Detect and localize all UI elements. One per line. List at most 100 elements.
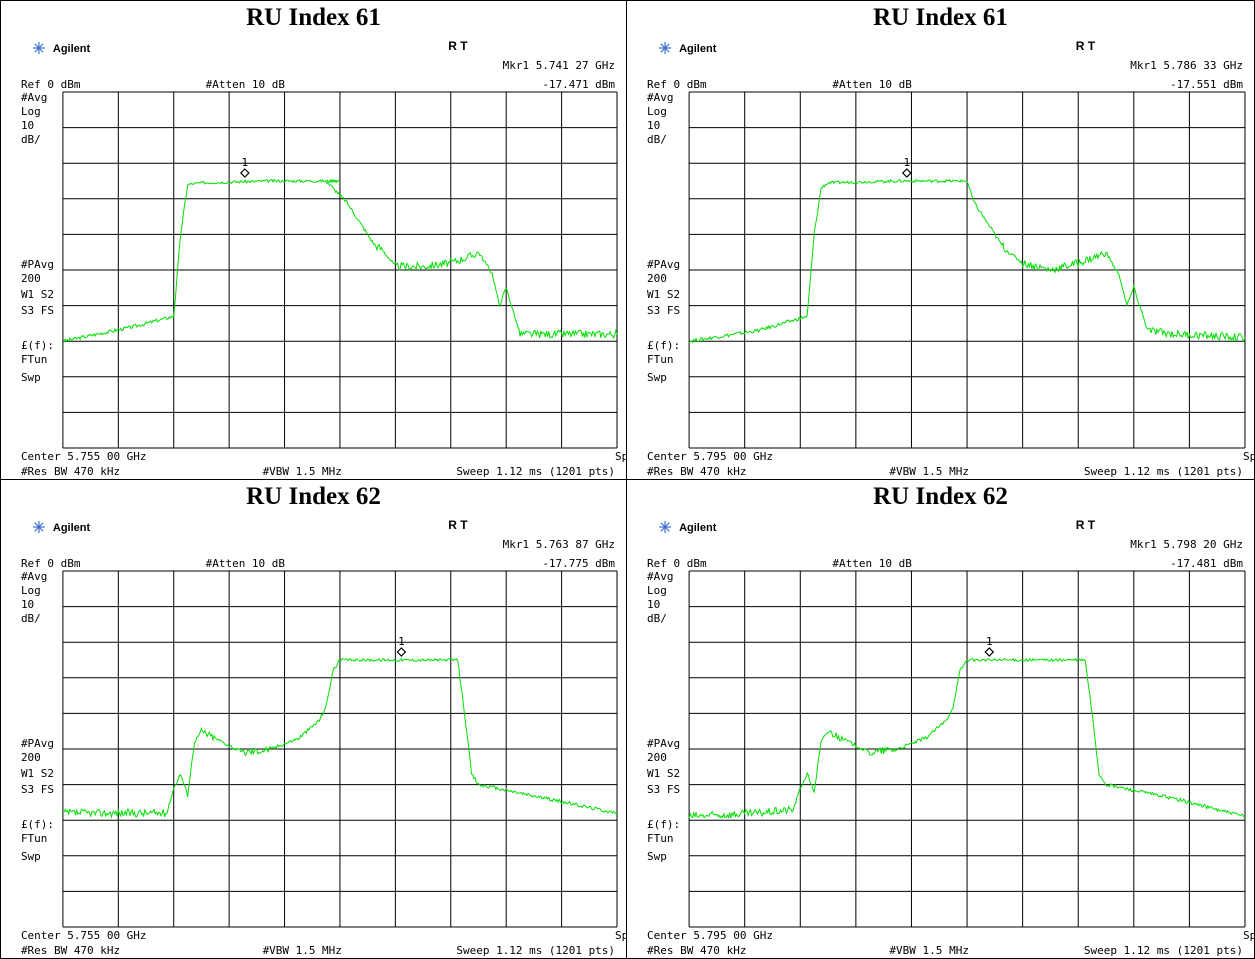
sweep-time: Sweep 1.12 ms (1201 pts) bbox=[456, 944, 615, 957]
attenuation: #Atten 10 dB bbox=[832, 78, 912, 91]
side-annotation: 200 bbox=[21, 751, 41, 764]
panel-title: RU Index 61 bbox=[246, 4, 381, 31]
sweep-time: Sweep 1.12 ms (1201 pts) bbox=[1084, 465, 1243, 478]
resolution-bandwidth: #Res BW 470 kHz bbox=[647, 465, 746, 478]
side-annotation: £(f): bbox=[647, 339, 680, 352]
marker-level: -17.481 dBm bbox=[1170, 557, 1243, 570]
side-annotation: W1 S2 bbox=[21, 288, 54, 301]
graticule bbox=[62, 91, 618, 449]
side-annotation: FTun bbox=[647, 353, 674, 366]
video-bandwidth: #VBW 1.5 MHz bbox=[263, 944, 342, 957]
spectrum-analyzer-screen: Agilent R T Mkr1 5.741 27 GHz Ref 0 dBm #Att… bbox=[1, 36, 626, 478]
side-annotation: dB/ bbox=[21, 133, 41, 146]
brand-label: Agilent bbox=[53, 43, 91, 55]
side-annotation: 10 bbox=[647, 598, 660, 611]
spectrum-analyzer-screen: Agilent R T Mkr1 5.786 33 GHz Ref 0 dBm #Att… bbox=[627, 36, 1254, 478]
agilent-logo-icon bbox=[659, 521, 672, 533]
center-frequency: Center 5.795 00 GHz bbox=[647, 450, 773, 463]
spectrum-analyzer-screen: Agilent R T Mkr1 5.763 87 GHz Ref 0 dBm #Att… bbox=[1, 515, 626, 957]
panel-title: RU Index 62 bbox=[246, 483, 381, 510]
agilent-logo-icon bbox=[659, 42, 672, 54]
marker-diamond-icon bbox=[901, 168, 912, 178]
side-annotation: FTun bbox=[21, 832, 47, 845]
spectrum-plot: Agilent R T Mkr1 5.741 27 GHz Ref 0 dBm #Att… bbox=[21, 39, 626, 478]
resolution-bandwidth: #Res BW 470 kHz bbox=[21, 944, 120, 957]
panel-1: RU Index 61 Agilent R T Mkr1 5.741 27 GHz R… bbox=[1, 1, 627, 480]
side-annotation: W1 S2 bbox=[21, 767, 54, 780]
video-bandwidth: #VBW 1.5 MHz bbox=[889, 944, 969, 957]
side-annotation: Log bbox=[21, 584, 41, 597]
side-annotation: #PAvg bbox=[647, 737, 680, 750]
center-frequency: Center 5.755 00 GHz bbox=[21, 929, 147, 942]
panel-4: RU Index 62 Agilent R T Mkr1 5.798 20 GHz R… bbox=[627, 480, 1254, 958]
side-annotation: Log bbox=[647, 584, 667, 597]
agilent-logo-icon bbox=[32, 42, 45, 54]
status-indicator: R T bbox=[448, 39, 468, 53]
side-annotation: dB/ bbox=[647, 612, 667, 625]
side-annotation: 200 bbox=[647, 751, 667, 764]
span: Span 80 MHz bbox=[615, 929, 626, 942]
side-annotation: S3 FS bbox=[21, 783, 54, 796]
side-annotation: dB/ bbox=[647, 133, 667, 146]
side-annotation: 200 bbox=[21, 272, 41, 285]
span: Span 80 MHz bbox=[615, 450, 626, 463]
marker-number: 1 bbox=[242, 156, 249, 169]
side-annotation: 10 bbox=[21, 598, 34, 611]
side-annotation: Swp bbox=[647, 850, 667, 863]
spectrum-plot: Agilent R T Mkr1 5.786 33 GHz Ref 0 dBm #Att… bbox=[647, 39, 1254, 478]
agilent-logo-icon bbox=[32, 521, 45, 533]
spectrum-plot: Agilent R T Mkr1 5.763 87 GHz Ref 0 dBm #Att… bbox=[21, 518, 626, 957]
marker-frequency: Mkr1 5.741 27 GHz bbox=[503, 59, 615, 72]
trace-line bbox=[688, 657, 1246, 819]
marker-diamond-icon bbox=[396, 647, 407, 657]
graticule bbox=[688, 570, 1246, 928]
side-annotation: #PAvg bbox=[21, 737, 54, 750]
status-indicator: R T bbox=[1076, 518, 1096, 532]
marker-frequency: Mkr1 5.798 20 GHz bbox=[1130, 538, 1243, 551]
marker-level: -17.775 dBm bbox=[542, 557, 615, 570]
brand-label: Agilent bbox=[679, 522, 717, 534]
side-annotation: Swp bbox=[21, 850, 41, 863]
side-annotation: S3 FS bbox=[647, 783, 680, 796]
side-annotation: W1 S2 bbox=[647, 288, 680, 301]
status-indicator: R T bbox=[448, 518, 468, 532]
marker-number: 1 bbox=[986, 635, 993, 648]
side-annotation: #Avg bbox=[21, 570, 47, 583]
video-bandwidth: #VBW 1.5 MHz bbox=[889, 465, 969, 478]
panel-2: RU Index 61 Agilent R T Mkr1 5.786 33 GHz R… bbox=[627, 1, 1254, 480]
side-annotation: S3 FS bbox=[647, 304, 680, 317]
reference-level: Ref 0 dBm bbox=[647, 557, 707, 570]
side-annotation: Log bbox=[21, 105, 41, 118]
side-annotation: W1 S2 bbox=[647, 767, 680, 780]
spectrum-plot: Agilent R T Mkr1 5.798 20 GHz Ref 0 dBm #Att… bbox=[647, 518, 1254, 957]
marker-level: -17.551 dBm bbox=[1170, 78, 1243, 91]
reference-level: Ref 0 dBm bbox=[21, 557, 81, 570]
side-annotation: FTun bbox=[647, 832, 674, 845]
side-annotation: #Avg bbox=[647, 91, 674, 104]
side-annotation: 10 bbox=[21, 119, 34, 132]
resolution-bandwidth: #Res BW 470 kHz bbox=[21, 465, 120, 478]
side-annotation: £(f): bbox=[21, 818, 54, 831]
brand-label: Agilent bbox=[53, 522, 91, 534]
panel-title: RU Index 62 bbox=[873, 483, 1008, 510]
side-annotation: FTun bbox=[21, 353, 47, 366]
side-annotation: dB/ bbox=[21, 612, 41, 625]
reference-level: Ref 0 dBm bbox=[21, 78, 81, 91]
panel-3: RU Index 62 Agilent R T Mkr1 5.763 87 GHz R… bbox=[1, 480, 627, 958]
trace-line bbox=[688, 178, 1246, 344]
panel-title: RU Index 61 bbox=[873, 4, 1008, 31]
sweep-time: Sweep 1.12 ms (1201 pts) bbox=[456, 465, 615, 478]
attenuation: #Atten 10 dB bbox=[206, 78, 286, 91]
side-annotation: Swp bbox=[647, 371, 667, 384]
marker-level: -17.471 dBm bbox=[542, 78, 615, 91]
video-bandwidth: #VBW 1.5 MHz bbox=[263, 465, 342, 478]
center-frequency: Center 5.755 00 GHz bbox=[21, 450, 147, 463]
side-annotation: Swp bbox=[21, 371, 41, 384]
span: Span 80 MHz bbox=[1243, 450, 1254, 463]
marker-number: 1 bbox=[903, 156, 910, 169]
side-annotation: 10 bbox=[647, 119, 660, 132]
marker-diamond-icon bbox=[984, 647, 995, 657]
resolution-bandwidth: #Res BW 470 kHz bbox=[647, 944, 746, 957]
reference-level: Ref 0 dBm bbox=[647, 78, 707, 91]
